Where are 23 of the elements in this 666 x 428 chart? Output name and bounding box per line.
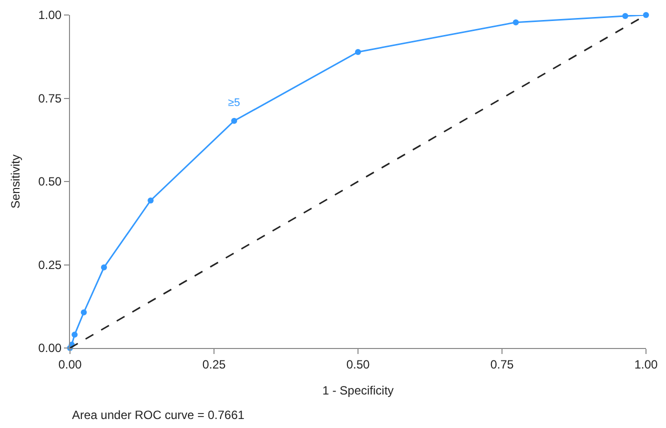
y-tick-label: 0.25 [38,258,62,272]
y-tick-label: 0.75 [38,91,62,106]
x-tick-label: 0.50 [346,357,370,372]
x-tick-label: 0.75 [490,357,514,372]
annotation: ≥5 [228,97,240,109]
point [622,13,628,19]
point [512,19,519,26]
point [80,309,87,316]
x-tick-label: 0.25 [202,357,226,372]
point [148,197,154,204]
y-tick-label: 1.00 [38,8,62,22]
x-tick-label: 0.00 [58,357,82,372]
point [643,12,649,18]
point [72,332,78,338]
y-axis-title: Sensitivity [8,154,23,209]
y-tick-label: 0.00 [38,341,62,356]
text: Area under ROC curve = 0.7661 [72,408,245,422]
point [100,264,107,270]
x-tick-label: 1.00 [634,357,658,372]
x-axis-title: 1 - Specificity [322,383,394,398]
point [231,118,238,124]
point [355,48,361,55]
y-tick-label: 0.50 [38,174,62,189]
